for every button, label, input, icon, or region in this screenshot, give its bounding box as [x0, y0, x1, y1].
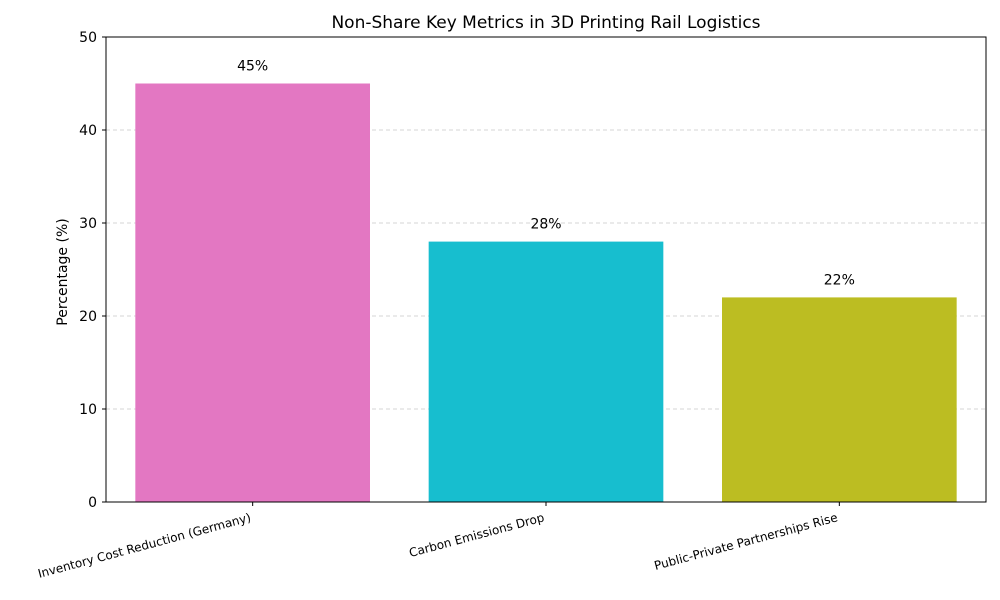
bars [135, 83, 957, 502]
bar [722, 297, 957, 502]
y-tick-label: 10 [79, 402, 97, 418]
x-tick-label: Carbon Emissions Drop [408, 510, 546, 560]
data-label: 28% [530, 217, 561, 233]
y-tick-label: 0 [88, 495, 97, 511]
bar [135, 83, 370, 502]
y-tick-label: 50 [79, 30, 97, 46]
x-axis-ticks: Inventory Cost Reduction (Germany) Carbon… [36, 502, 840, 581]
x-tick-label: Inventory Cost Reduction (Germany) [36, 510, 252, 580]
data-labels: 45% 28% 22% [237, 59, 855, 289]
chart-title: Non-Share Key Metrics in 3D Printing Rai… [331, 13, 760, 33]
y-axis-label: Percentage (%) [55, 218, 71, 325]
y-tick-label: 30 [79, 216, 97, 232]
data-label: 22% [824, 272, 855, 288]
x-tick-label: Public-Private Partnerships Rise [653, 510, 839, 573]
bar [428, 241, 664, 502]
data-label: 45% [237, 59, 268, 75]
y-axis-ticks: 0 10 20 30 40 50 [79, 30, 106, 511]
y-tick-label: 40 [79, 123, 97, 139]
y-tick-label: 20 [79, 309, 97, 325]
